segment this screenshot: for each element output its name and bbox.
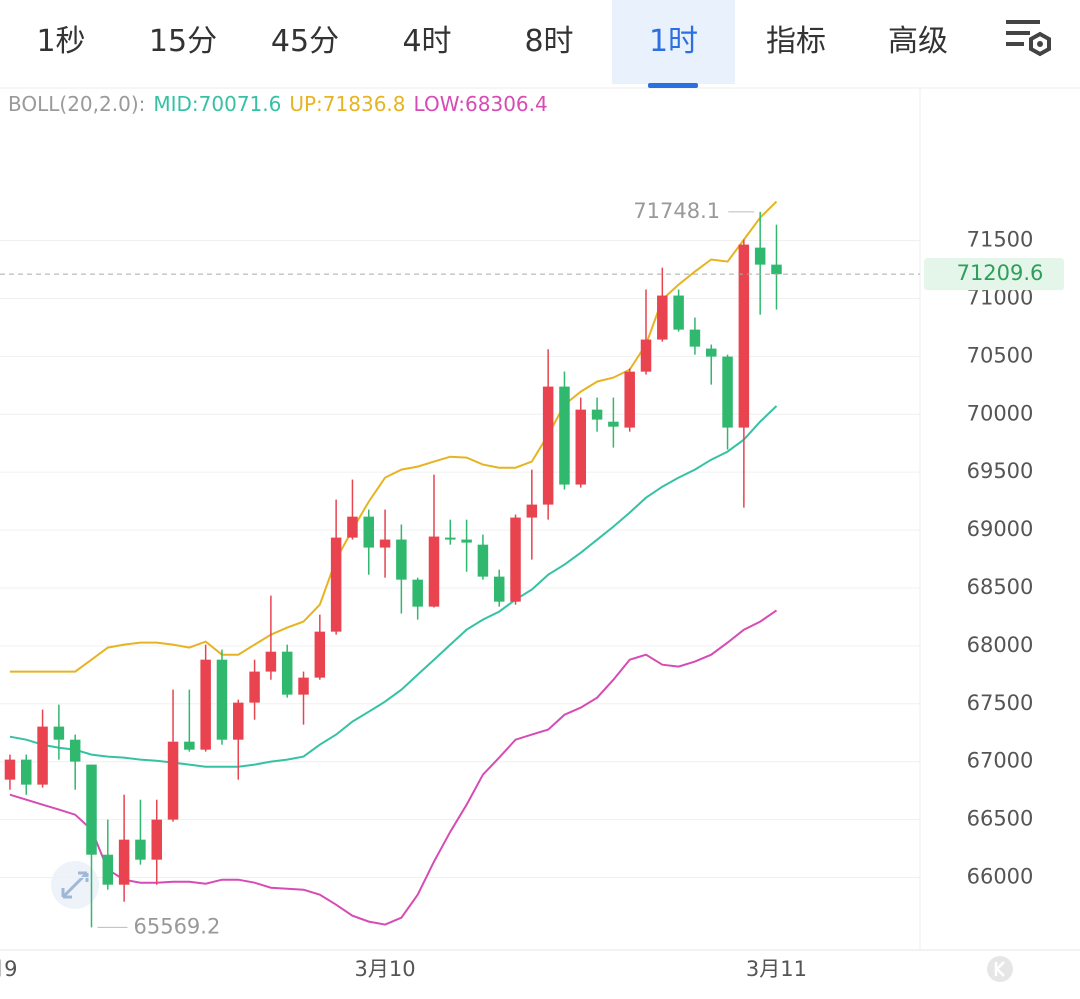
- candle-body: [705, 348, 717, 357]
- candle-body: [624, 371, 635, 428]
- indicator-label: BOLL(20,2.0):: [8, 92, 145, 116]
- candle-body: [412, 579, 423, 607]
- candle-body: [575, 409, 587, 485]
- tab-indicator: [648, 83, 698, 88]
- candle-body: [754, 247, 766, 265]
- candle-body: [771, 264, 782, 275]
- candle-body: [167, 741, 179, 820]
- candle-body: [559, 386, 570, 485]
- candle-body: [298, 677, 309, 695]
- candle-body: [135, 839, 146, 860]
- candle-body: [591, 409, 603, 420]
- y-tick-label: 69500: [967, 459, 1034, 483]
- y-tick-label: 66500: [967, 807, 1034, 831]
- candle-body: [281, 651, 293, 695]
- candle-body: [314, 631, 326, 678]
- candle-body: [249, 671, 260, 703]
- boll-line: [9, 609, 778, 926]
- last-price-label: 71209.6: [957, 261, 1044, 285]
- y-tick-label: 71500: [967, 228, 1034, 252]
- candle-body: [689, 329, 701, 347]
- timeframe-tab[interactable]: 15分: [148, 24, 218, 59]
- candle-body: [657, 295, 668, 340]
- candle-body: [347, 516, 358, 538]
- y-tick-label: 68500: [967, 575, 1034, 599]
- high-label: 71748.1: [633, 199, 720, 223]
- y-tick-label: 69000: [967, 517, 1034, 541]
- candle-body: [102, 854, 114, 885]
- candle-body: [542, 386, 554, 505]
- x-tick-label: 3月11: [746, 957, 807, 981]
- timeframe-tab[interactable]: 指标: [766, 24, 826, 59]
- legend-entry: MID:70071.6: [153, 92, 281, 116]
- y-tick-label: 68000: [967, 633, 1034, 657]
- candle-body: [118, 839, 130, 885]
- candle-body: [379, 539, 391, 548]
- y-tick-label: 70500: [967, 343, 1034, 367]
- timeframe-tab[interactable]: 1秒: [36, 24, 86, 59]
- candle-body: [722, 356, 733, 428]
- legend-entry: LOW:68306.4: [414, 92, 548, 116]
- candle-body: [493, 576, 505, 602]
- candle-body: [608, 421, 619, 427]
- candle-body: [330, 537, 342, 632]
- boll-line: [9, 200, 778, 673]
- x-tick-label: 3月9: [0, 957, 18, 981]
- timeframe-tab[interactable]: 高级: [888, 24, 948, 59]
- timeframe-tab[interactable]: 45分: [270, 24, 340, 59]
- y-tick-label: 70000: [967, 401, 1034, 425]
- boll-line: [9, 405, 778, 768]
- x-tick-label: 3月10: [355, 957, 416, 981]
- candle-body: [86, 764, 97, 855]
- candle-body: [363, 516, 375, 548]
- candle-body: [184, 741, 195, 750]
- timeframe-tab[interactable]: 8时: [524, 24, 574, 59]
- last-price-tag: [924, 258, 1064, 291]
- candle-body: [233, 702, 244, 740]
- candle-body: [640, 339, 652, 372]
- candle-body: [510, 517, 521, 602]
- candle-body: [396, 539, 407, 580]
- candle-body: [526, 504, 538, 518]
- candle-body: [216, 659, 228, 740]
- candle-body: [21, 759, 32, 785]
- y-tick-label: 67000: [967, 749, 1034, 773]
- candle-body: [4, 759, 16, 780]
- legend: BOLL(20,2.0): MID:70071.6 UP:71836.8 LOW:68…: [8, 92, 548, 116]
- candle-body: [200, 659, 211, 750]
- zoom-icon[interactable]: [51, 861, 99, 909]
- low-label: 65569.2: [133, 914, 220, 938]
- y-tick-label: 66000: [967, 865, 1034, 889]
- candle-body: [738, 244, 750, 428]
- candle-body: [445, 537, 456, 540]
- reset-icon[interactable]: [987, 956, 1013, 982]
- candle-body: [428, 536, 440, 607]
- candle-body: [151, 819, 162, 860]
- y-tick-label: 67500: [967, 691, 1034, 715]
- settings-icon[interactable]: [1004, 18, 1054, 60]
- candle-body: [477, 544, 489, 577]
- candle-body: [37, 726, 48, 785]
- legend-entry: UP:71836.8: [289, 92, 405, 116]
- candle-body: [461, 539, 472, 543]
- timeframe-tab[interactable]: 4时: [402, 24, 452, 59]
- candle-body: [673, 295, 684, 330]
- candle-body: [265, 651, 277, 672]
- candle-body: [69, 739, 81, 762]
- timeframe-tab[interactable]: 1时: [612, 0, 735, 84]
- candle-body: [53, 726, 65, 740]
